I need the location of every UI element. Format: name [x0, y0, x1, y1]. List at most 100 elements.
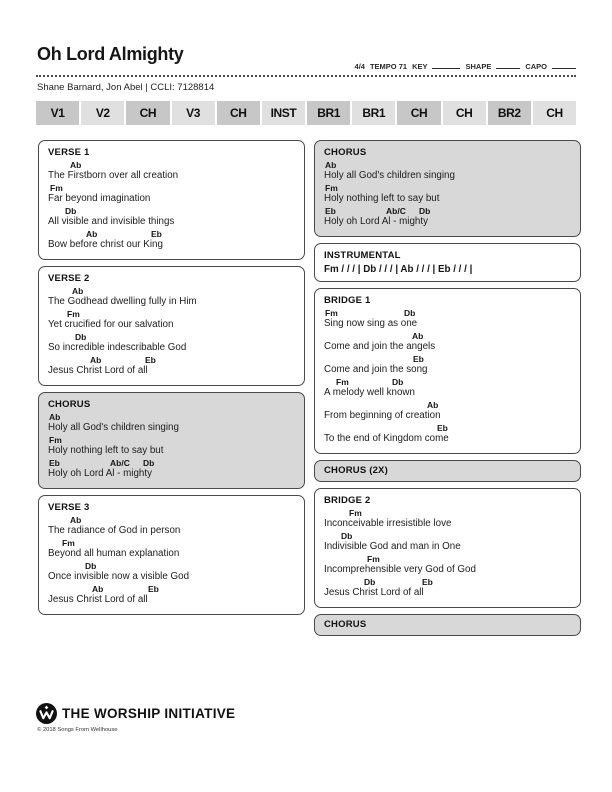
nav-button-br1-8[interactable]: BR1 [352, 101, 396, 125]
chord-symbol: Ab [427, 400, 439, 410]
lyric-line: Db All visible and invisible things [48, 206, 295, 227]
nav-button-ch-10[interactable]: CH [442, 101, 486, 125]
nav-button-v1-1[interactable]: V1 [36, 101, 80, 125]
lyric-text: Holy nothing left to say but [324, 193, 440, 204]
lyric-text: Inconceivable irresistible love [324, 518, 452, 529]
lyric-line: Fm Holy nothing left to say but [324, 183, 571, 204]
key-blank-field [432, 62, 461, 69]
chord-symbol: Eb [148, 584, 159, 594]
lyric-line: Db Indivisible God and man in One [324, 531, 571, 552]
lyric-text: Holy all God's children singing [324, 170, 455, 181]
chord-symbol: Ab [70, 515, 82, 525]
nav-button-ch-12[interactable]: CH [532, 101, 577, 125]
lyric-line: Ab The Godhead dwelling fully in Him [48, 286, 295, 307]
chord-symbol: Ab [92, 584, 104, 594]
chord-row: Eb Ab/C Db [324, 206, 571, 216]
chord-row: Fm Db [324, 308, 571, 318]
chord-symbol: Ab [49, 412, 61, 422]
key-label: KEY [412, 62, 428, 71]
lyric-text: Beyond all human explanation [48, 548, 180, 559]
section-title: BRIDGE 2 [324, 495, 371, 506]
lyric-line: Ab Come and join the angels [324, 331, 571, 352]
chord-row: Eb [324, 423, 571, 433]
left-column: VERSE 1 Ab The Firstborn over all creation… [38, 140, 305, 621]
tempo-label: TEMPO 71 [369, 62, 408, 71]
lyric-line: Fm Incomprehensible very God of God [324, 554, 571, 575]
lyric-text: Holy all God's children singing [48, 422, 179, 433]
chord-symbol: Eb [49, 458, 60, 468]
chord-symbol: Fm [325, 308, 338, 318]
chord-row: Db [48, 561, 295, 571]
nav-button-v3-4[interactable]: V3 [171, 101, 215, 125]
lyric-line: Eb To the end of Kingdom come [324, 423, 571, 444]
nav-button-ch-9[interactable]: CH [397, 101, 441, 125]
lyric-line: Db Eb Jesus Christ Lord of all [324, 577, 571, 598]
chord-symbol: Ab [70, 160, 82, 170]
section-title: INSTRUMENTAL [324, 250, 401, 261]
lyric-text: Holy nothing left to say but [48, 445, 164, 456]
section-bridge-1: BRIDGE 1 Fm Db Sing now sing as one Ab Come a… [314, 288, 581, 454]
nav-button-br2-11[interactable]: BR2 [487, 101, 531, 125]
section-verse-2: VERSE 2 Ab The Godhead dwelling fully in H… [38, 266, 305, 386]
lyric-line: Eb Come and join the song [324, 354, 571, 375]
chord-row: Ab Eb [48, 355, 295, 365]
lyric-text: Come and join the song [324, 364, 428, 375]
section-chorus: CHORUS [314, 614, 581, 636]
shape-blank-field [496, 62, 521, 69]
time-signature: 4/4 [354, 62, 365, 71]
section-title: CHORUS [324, 147, 367, 158]
lyric-text: Indivisible God and man in One [324, 541, 461, 552]
lyric-line: Eb Ab/C Db Holy oh Lord Al - mighty [324, 206, 571, 227]
chord-row: Ab [324, 400, 571, 410]
lyric-line: Fm Holy nothing left to say but [48, 435, 295, 456]
section-title: CHORUS [324, 619, 367, 630]
chord-symbol: Db [75, 332, 87, 342]
chord-symbol: Db [65, 206, 77, 216]
nav-button-br1-7[interactable]: BR1 [307, 101, 351, 125]
lyric-text: Jesus Christ Lord of all [48, 594, 148, 605]
section-title: BRIDGE 1 [324, 295, 371, 306]
chord-symbol: Db [364, 577, 376, 587]
authors-ccli: Shane Barnard, Jon Abel | CCLI: 7128814 [37, 82, 215, 93]
lyric-text: So incredible indescribable God [48, 342, 187, 353]
lyric-line: Eb Ab/C Db Holy oh Lord Al - mighty [48, 458, 295, 479]
chord-row: Eb [324, 354, 571, 364]
lyric-text: Jesus Christ Lord of all [324, 587, 424, 598]
chord-symbol: Db [85, 561, 97, 571]
nav-button-inst-6[interactable]: INST [261, 101, 306, 125]
chord-symbol: Fm [50, 183, 63, 193]
lyric-line: Fm Yet crucified for our salvation [48, 309, 295, 330]
nav-button-v2-2[interactable]: V2 [81, 101, 125, 125]
lyric-line: Fm Inconceivable irresistible love [324, 508, 571, 529]
chord-row: Fm [48, 435, 295, 445]
lyric-line: Ab Holy all God's children singing [324, 160, 571, 181]
chord-symbol: Ab [90, 355, 102, 365]
chord-symbol: Ab [86, 229, 98, 239]
lyric-text: Holy oh Lord Al - mighty [324, 216, 429, 227]
chord-symbol: Ab [325, 160, 337, 170]
nav-button-ch-3[interactable]: CH [126, 101, 170, 125]
chord-symbol: Eb [151, 229, 162, 239]
lyric-line: Ab Eb Jesus Christ Lord of all [48, 584, 295, 605]
brand-name: THE WORSHIP INITIATIVE [62, 706, 236, 721]
song-title: Oh Lord Almighty [37, 44, 184, 64]
chord-symbol: Fm [367, 554, 380, 564]
lyric-text: Jesus Christ Lord of all [48, 365, 148, 376]
chord-row: Ab Eb [48, 584, 295, 594]
chord-row: Ab [324, 160, 571, 170]
nav-button-ch-5[interactable]: CH [216, 101, 260, 125]
lyric-text: The Godhead dwelling fully in Him [48, 296, 197, 307]
chord-row: Ab [324, 331, 571, 341]
chord-symbol: Fm [49, 435, 62, 445]
chord-symbol: Ab/C [386, 206, 406, 216]
lyric-line: Ab The Firstborn over all creation [48, 160, 295, 181]
chord-row: Ab Eb [48, 229, 295, 239]
chord-row: Fm [324, 554, 571, 564]
chord-row: Ab [48, 286, 295, 296]
chord-symbol: Eb [437, 423, 448, 433]
chord-symbol: Db [419, 206, 431, 216]
worship-initiative-logo-icon [36, 703, 57, 724]
copyright-text: © 2018 Songs From Wellhouse [37, 727, 118, 733]
section-chorus: CHORUS Ab Holy all God's children singing F… [314, 140, 581, 237]
chord-row: Ab [48, 515, 295, 525]
